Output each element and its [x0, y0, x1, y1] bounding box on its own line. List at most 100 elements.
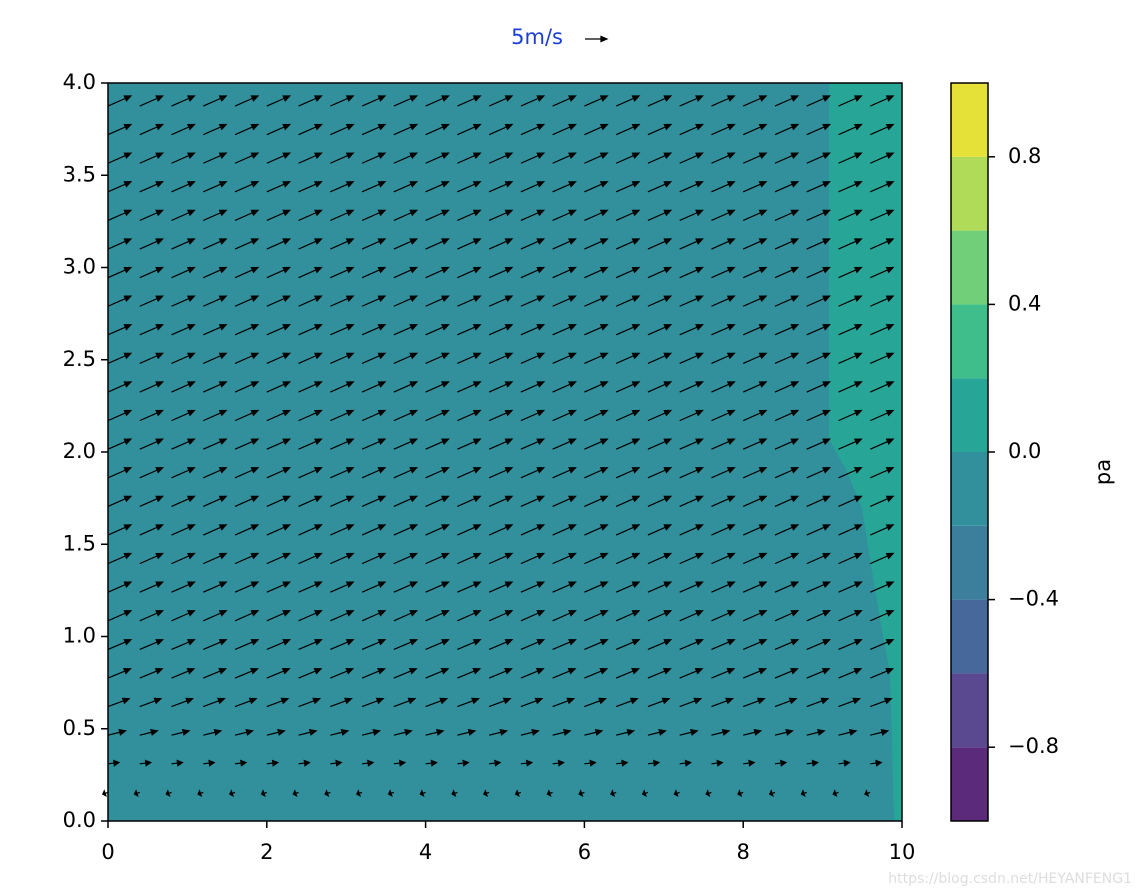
quiver-arrow — [806, 552, 831, 565]
quiver-arrow — [107, 438, 133, 450]
colorbar-band — [951, 525, 988, 600]
quiver-arrow — [107, 552, 133, 565]
quiver-arrow — [361, 295, 387, 307]
quiver-arrow — [552, 209, 577, 222]
quiver-arrow — [615, 238, 641, 250]
quiver-arrow — [488, 668, 513, 679]
quiver-arrow — [552, 639, 577, 650]
quiver-arrow — [806, 409, 831, 422]
quiver-arrow — [266, 352, 292, 364]
quiver-arrow — [107, 295, 133, 307]
quiver-arrow — [457, 238, 482, 250]
colorbar-tick-label: 0.8 — [1008, 144, 1041, 168]
quiver-arrow — [457, 209, 482, 222]
y-tick-label: 0.5 — [63, 716, 96, 740]
quiver-arrow — [330, 728, 350, 736]
quiver-arrow — [330, 409, 355, 422]
quiver-arrow — [266, 123, 292, 136]
quiver-arrow — [298, 467, 323, 479]
quiver-arrow — [488, 552, 514, 565]
quiver-arrow — [774, 581, 800, 593]
quiver-arrow — [869, 495, 895, 507]
quiver-arrow — [139, 95, 165, 107]
quiver-arrow — [869, 95, 895, 107]
quiver-arrow — [679, 209, 704, 222]
quiver-arrow — [584, 552, 609, 565]
quiver-arrow — [234, 209, 260, 222]
quiver-arrow — [457, 438, 482, 450]
quiver-arrow — [234, 181, 260, 193]
quiver-arrow — [139, 552, 165, 565]
quiver-arrow — [869, 438, 895, 450]
quiver-arrow — [139, 581, 165, 593]
quiver-arrow — [806, 495, 831, 507]
quiver-arrow — [584, 324, 609, 336]
y-tick-label: 1.5 — [63, 531, 96, 555]
quiver-arrow — [171, 610, 196, 622]
quiver-arrow — [171, 95, 196, 107]
quiver-arrow — [266, 95, 292, 107]
quiver-arrow — [520, 295, 546, 307]
quiver-arrow — [679, 495, 704, 507]
quiver-arrow — [361, 152, 387, 164]
quiver-arrow — [615, 524, 641, 536]
quiver-arrow — [139, 438, 165, 450]
quiver-arrow — [292, 789, 299, 798]
quiver-arrow — [107, 123, 133, 136]
quiver-arrow — [266, 524, 292, 536]
quiver-arrow — [361, 524, 387, 536]
quiver-arrow — [330, 759, 343, 767]
quiver-arrow — [298, 668, 323, 679]
quiver-arrow — [107, 728, 128, 736]
quiver-arrow — [266, 324, 292, 336]
quiver-arrow — [298, 381, 323, 393]
quiver-arrow — [234, 95, 260, 107]
quiver-arrow — [647, 123, 673, 136]
quiver-arrow — [679, 697, 703, 708]
quiver-arrow — [203, 438, 228, 450]
quiver-arrow — [107, 152, 133, 164]
quiver-arrow — [139, 352, 165, 364]
quiver-arrow — [393, 524, 419, 536]
quiver-arrow — [520, 467, 546, 479]
quiver-arrow — [298, 352, 323, 364]
quiver-arrow — [552, 728, 572, 736]
quiver-arrow — [774, 409, 800, 422]
quiver-arrow — [584, 668, 609, 679]
quiver-arrow — [171, 524, 196, 536]
y-tick-label: 2.0 — [63, 439, 96, 463]
quiver-arrow — [838, 524, 863, 536]
quiver-arrow — [711, 123, 736, 136]
quiver-arrow — [774, 495, 800, 507]
quiver-arrow — [266, 238, 292, 250]
quiver-arrow — [203, 295, 228, 307]
quiver-arrow — [584, 352, 609, 364]
quiver-arrow — [584, 381, 609, 393]
quiver-arrow — [806, 266, 831, 279]
quiver-arrow — [203, 409, 228, 422]
quiver-arrow — [520, 381, 546, 393]
quiver-arrow — [298, 524, 323, 536]
quiver-arrow — [361, 209, 387, 222]
quiver-arrow — [806, 697, 830, 708]
quiver-arrow — [806, 209, 831, 222]
quiver-arrow — [679, 409, 704, 422]
quiver-arrow — [832, 789, 839, 798]
quiver-arrow — [330, 467, 355, 479]
quiver-arrow — [647, 728, 667, 736]
quiver-arrow — [425, 152, 450, 164]
quiver-arrow — [266, 759, 280, 767]
quiver-arrow — [457, 728, 477, 736]
quiver-arrow — [393, 467, 419, 479]
quiver-arrow — [488, 495, 514, 507]
quiver-arrow — [171, 381, 196, 393]
quiver-arrow — [425, 238, 450, 250]
quiver-arrow — [266, 467, 292, 479]
quiver-arrow — [774, 95, 800, 107]
quiver-arrow — [774, 759, 788, 767]
quiver-arrow — [171, 697, 195, 708]
quiver-arrow — [647, 295, 673, 307]
quiver-arrow — [737, 789, 744, 798]
quiver-arrow — [742, 524, 768, 536]
quiver-arrow — [330, 610, 355, 622]
